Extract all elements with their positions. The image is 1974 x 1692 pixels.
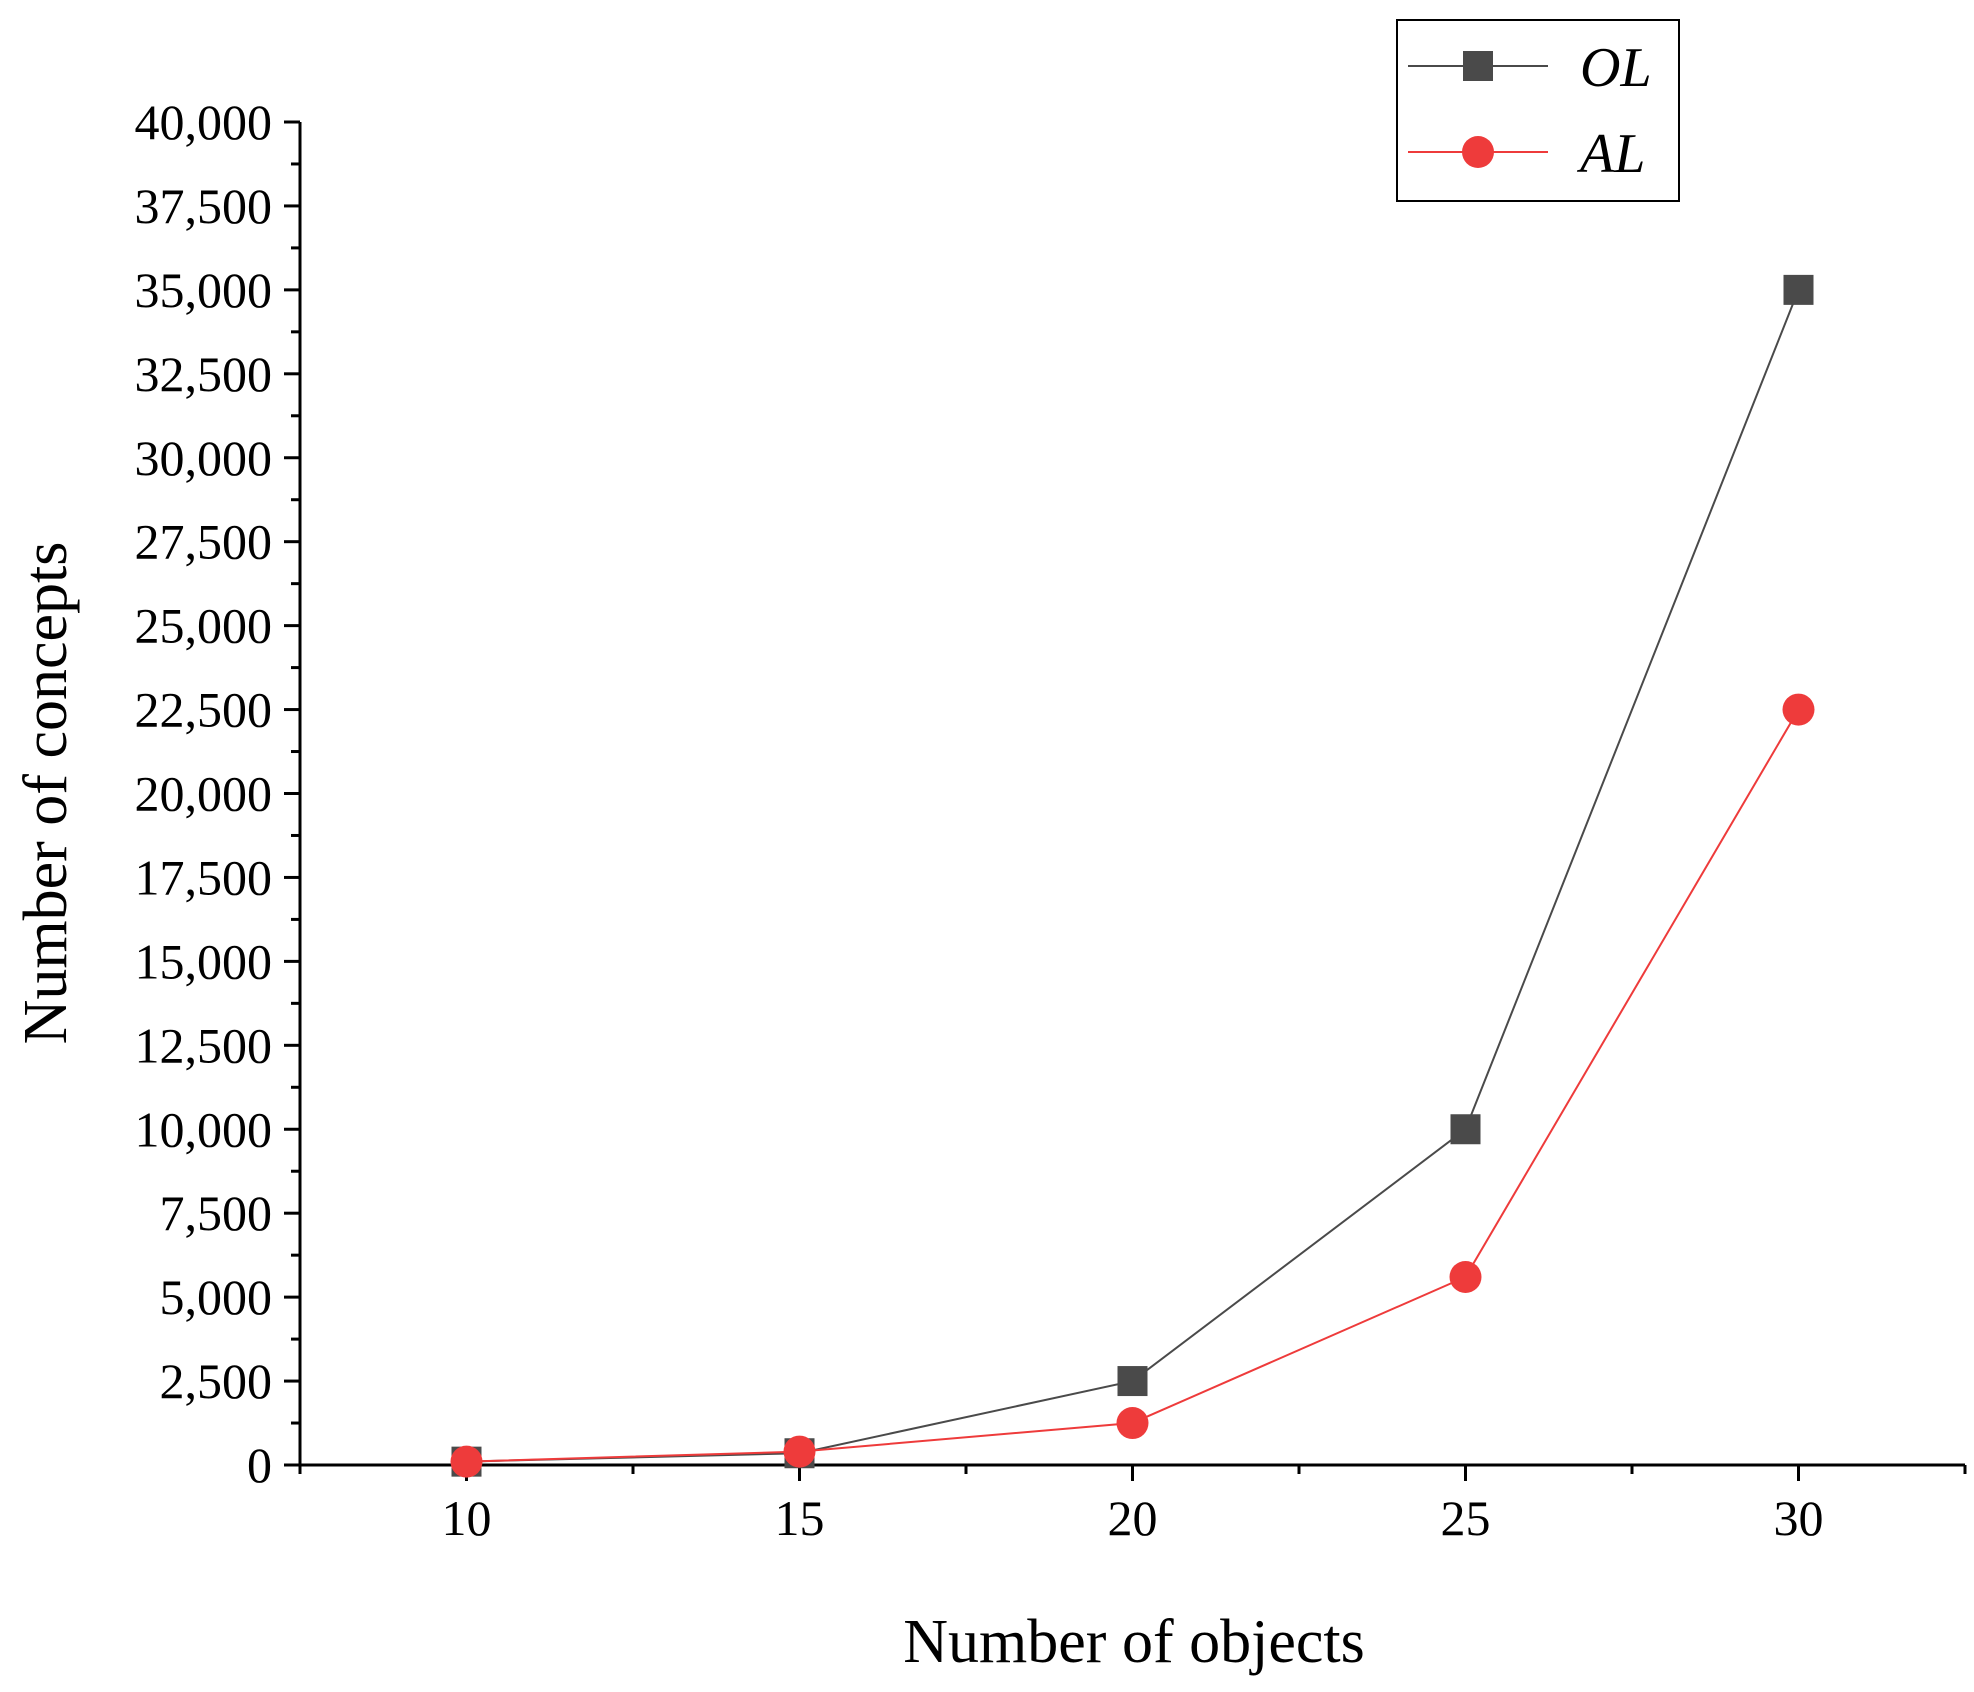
y-tick-label: 27,500 [135,514,273,570]
legend-box [1396,19,1680,202]
series-ol [451,274,1814,1477]
y-tick-label: 2,500 [160,1353,273,1409]
y-tick-label: 0 [247,1437,272,1493]
series-al-point [450,1445,483,1478]
y-tick-label: 7,500 [160,1185,273,1241]
legend-ol-marker [1463,51,1493,81]
tick-labels: 0 2,500 5,000 7,500 10,000 12,500 15,000 17,500… [135,94,1824,1546]
series-ol-point [1783,274,1814,305]
x-tick-label: 30 [1774,1490,1824,1546]
y-tick-label: 30,000 [135,430,273,486]
y-tick-label: 32,500 [135,346,273,402]
y-tick-label: 37,500 [135,178,273,234]
x-axis-title: Number of objects [903,1608,1364,1676]
x-tick-label: 25 [1441,1490,1491,1546]
y-tick-label: 15,000 [135,933,273,989]
series-ol-point [1117,1366,1148,1397]
y-tick-label: 5,000 [160,1269,273,1325]
legend-al-marker [1462,136,1494,168]
y-axis-title: Number of concepts [12,542,80,1045]
series-al-line [466,709,1800,1463]
series-al-point [1449,1260,1482,1293]
y-tick-label: 35,000 [135,262,273,318]
series-al [450,693,1815,1478]
series-al-point [783,1435,816,1468]
y-tick-label: 25,000 [135,598,273,654]
y-tick-label: 22,500 [135,682,273,738]
series-al-point [1782,693,1815,726]
x-tick-label: 20 [1108,1490,1158,1546]
series [450,274,1815,1478]
y-tick-label: 12,500 [135,1017,273,1073]
legend: OL AL [1396,19,1680,202]
x-tick-label: 10 [442,1490,492,1546]
x-tick-label: 15 [775,1490,825,1546]
series-al-point [1116,1407,1149,1440]
y-tick-label: 17,500 [135,849,273,905]
legend-al-label: AL [1576,123,1645,185]
series-ol-point [1450,1114,1481,1145]
y-tick-label: 10,000 [135,1101,273,1157]
series-ol-line [466,289,1800,1463]
axes [284,120,1967,1481]
legend-ol-label: OL [1580,37,1652,99]
y-tick-label: 40,000 [135,94,273,150]
y-tick-label: 20,000 [135,766,273,822]
